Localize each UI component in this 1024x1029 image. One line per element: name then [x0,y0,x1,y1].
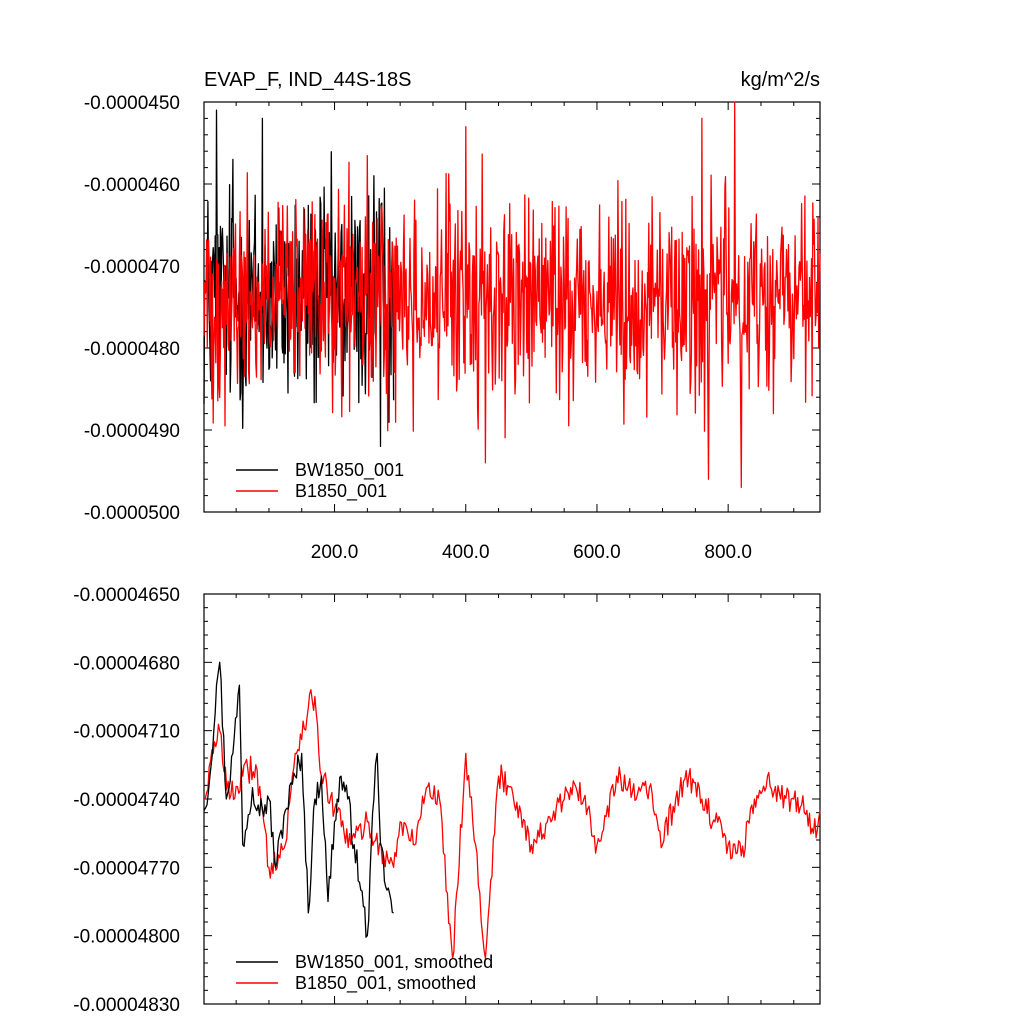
top-ytick-label: -0.0000490 [84,421,180,442]
units-label: kg/m^2/s [741,69,820,91]
top-series-line-b1850 [203,101,821,489]
bottom-ytick-label: -0.00004740 [73,790,180,811]
bottom-axis-ticks: -0.00004650 -0.00004680 -0.00004710 -0.0000… [73,585,820,1016]
bottom-series-group [203,661,821,960]
bottom-legend: BW1850_001, smoothed B1850_001, smoothed [236,952,493,994]
top-axis-ticks: -0.0000450 -0.0000460 -0.0000470 -0.0000480… [84,93,820,563]
top-series-line-bw1850 [203,109,395,448]
top-xtick-label: 200.0 [311,542,359,563]
top-legend: BW1850_001 B1850_001 [236,460,404,502]
chart-title: EVAP_F, IND_44S-18S [204,69,412,91]
legend-label-b1850-smoothed: B1850_001, smoothed [295,973,476,994]
top-xtick-label: 800.0 [704,542,752,563]
legend-label-bw1850: BW1850_001 [295,460,404,481]
bottom-series-line-bw1850 [203,661,394,938]
top-ytick-label: -0.0000460 [84,175,180,196]
bottom-ytick-label: -0.00004770 [73,858,180,879]
bottom-ytick-label: -0.00004710 [73,722,180,743]
top-ytick-label: -0.0000480 [84,339,180,360]
legend-label-b1850: B1850_001 [295,481,387,502]
legend-label-bw1850-smoothed: BW1850_001, smoothed [295,952,493,973]
bottom-ytick-label: -0.00004680 [73,653,180,674]
bottom-ytick-label: -0.00004650 [73,585,180,606]
bottom-series-line-b1850 [203,689,821,960]
top-xtick-label: 400.0 [442,542,490,563]
top-ytick-label: -0.0000450 [84,93,180,114]
top-xtick-label: 600.0 [573,542,621,563]
bottom-plot-frame [203,593,821,1005]
top-series-group [203,101,821,489]
top-ytick-label: -0.0000470 [84,257,180,278]
bottom-ytick-label: -0.00004800 [73,927,180,948]
bottom-ytick-label: -0.00004830 [73,995,180,1016]
top-ytick-label: -0.0000500 [84,503,180,524]
